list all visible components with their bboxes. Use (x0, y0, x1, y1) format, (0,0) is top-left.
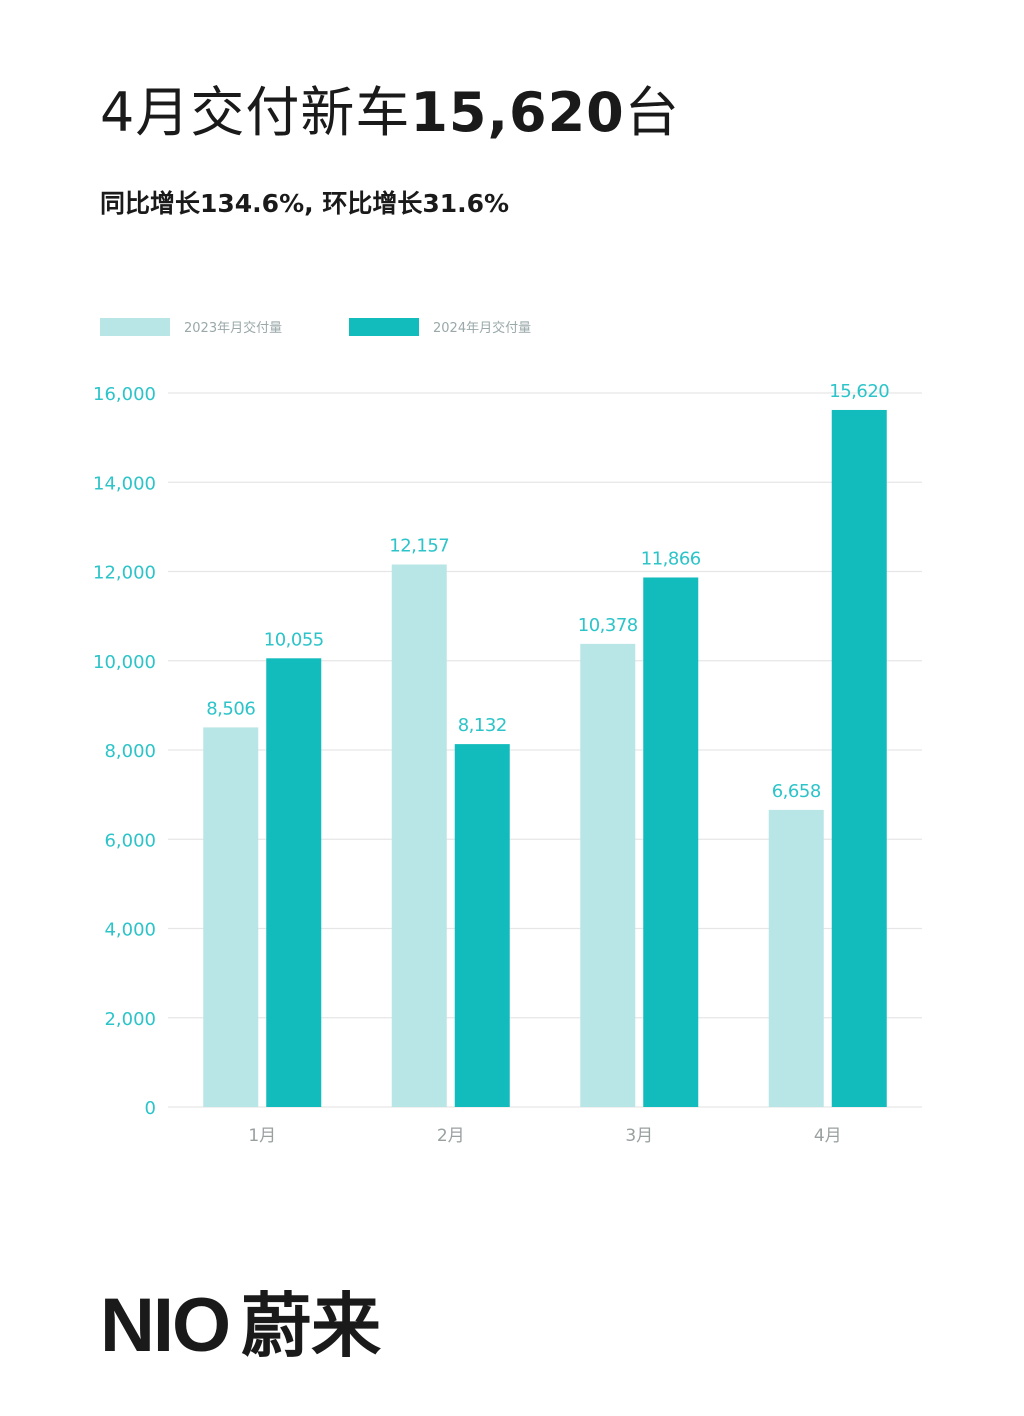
page-subtitle: 同比增长134.6%, 环比增长31.6% (100, 189, 510, 218)
y-tick-label: 12,000 (93, 563, 156, 584)
legend-swatch-2024 (349, 317, 419, 336)
y-tick-label: 2,000 (104, 1009, 156, 1030)
legend-item-2024: 2024年月交付量 (349, 317, 531, 336)
data-label: 15,620 (829, 381, 889, 402)
data-label: 8,506 (206, 698, 255, 719)
page-title: 4月交付新车15,620台 (100, 78, 680, 148)
x-tick-label: 2月 (437, 1126, 465, 1146)
y-tick-label: 4,000 (104, 920, 156, 941)
bar-2024 (643, 577, 699, 1107)
data-label: 11,866 (641, 548, 701, 569)
data-label: 12,157 (389, 535, 449, 556)
legend-label-2024: 2024年月交付量 (433, 321, 532, 336)
title-suffix: 台 (624, 81, 680, 144)
title-prefix: 4月交付新车 (100, 81, 411, 144)
x-tick-label: 4月 (814, 1126, 842, 1146)
x-tick-label: 3月 (625, 1126, 653, 1146)
bar-2024 (831, 409, 887, 1107)
data-label: 10,055 (264, 629, 324, 650)
legend-swatch-2023 (100, 317, 170, 336)
bar-2023 (391, 564, 447, 1107)
y-tick-label: 0 (145, 1098, 156, 1119)
legend-label-2023: 2023年月交付量 (184, 321, 283, 336)
bar-chart: 0 2,000 4,000 6,000 8,000 10,000 12,000 14,000 1… (93, 381, 922, 1146)
bar-2023 (203, 727, 259, 1107)
bar-2024 (266, 658, 322, 1107)
brand-logo-en: NIO (100, 1283, 231, 1368)
y-tick-label: 14,000 (93, 473, 156, 494)
bar-2023 (580, 643, 636, 1107)
y-tick-label: 8,000 (104, 741, 156, 762)
data-label: 6,658 (772, 781, 821, 802)
y-tick-label: 10,000 (93, 652, 156, 673)
data-label: 8,132 (458, 715, 507, 736)
bar-2023 (768, 809, 824, 1107)
brand-logo: NIO 蔚来 (100, 1283, 382, 1368)
brand-logo-zh: 蔚来 (241, 1285, 382, 1367)
data-label: 10,378 (578, 615, 638, 636)
y-tick-label: 6,000 (104, 830, 156, 851)
legend-item-2023: 2023年月交付量 (100, 317, 282, 336)
y-tick-label: 16,000 (93, 384, 156, 405)
title-number: 15,620 (410, 81, 625, 144)
bar-2024 (454, 744, 510, 1107)
x-tick-label: 1月 (248, 1126, 276, 1146)
